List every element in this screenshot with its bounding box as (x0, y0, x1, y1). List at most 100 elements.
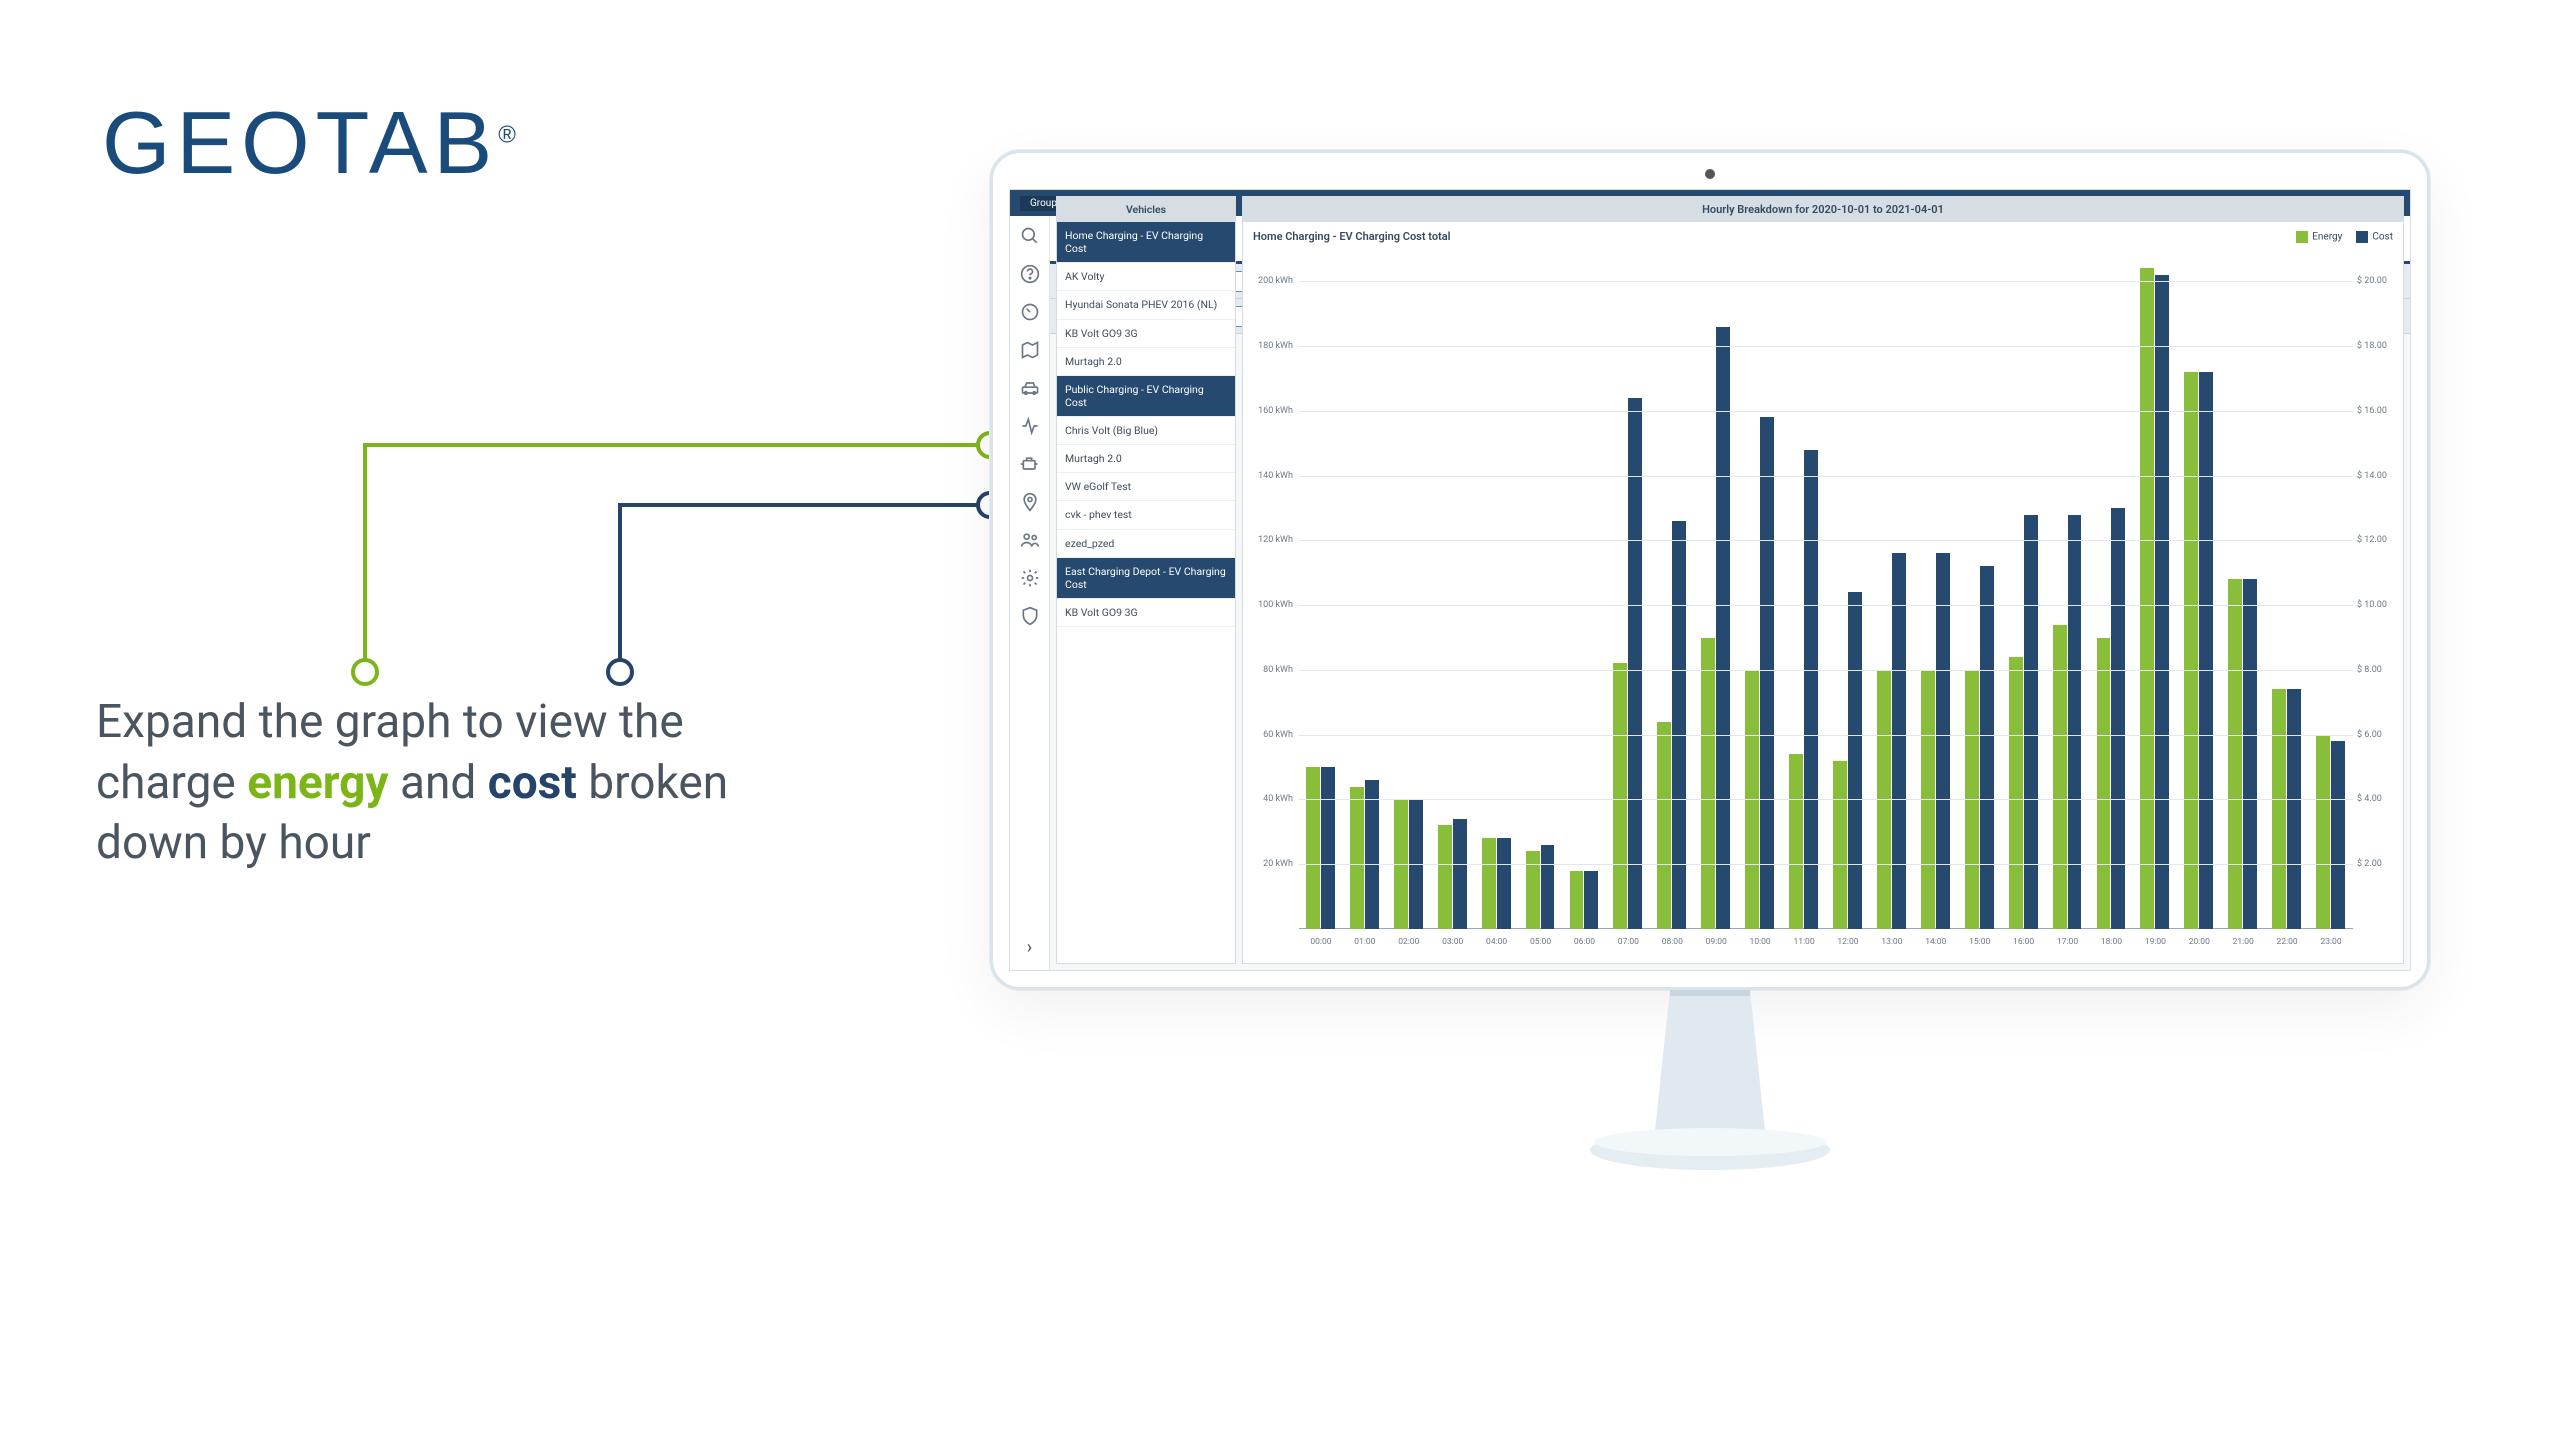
bar-cost (1453, 819, 1467, 929)
y-left-label: 100 kWh (1249, 600, 1293, 610)
gridline (1299, 476, 2353, 477)
caption-text: Expand the graph to view the charge ener… (96, 692, 728, 874)
chart-header: Hourly Breakdown for 2020-10-01 to 2021-… (1243, 197, 2403, 222)
gridline (1299, 605, 2353, 606)
vehicle-item[interactable]: Hyundai Sonata PHEV 2016 (NL) (1057, 291, 1235, 319)
legend-energy-swatch (2296, 231, 2308, 243)
bar-energy (1526, 851, 1540, 929)
bar-cost (1584, 871, 1598, 929)
bar-energy (2316, 735, 2330, 929)
y-left-label: 140 kWh (1249, 471, 1293, 481)
x-label: 13:00 (1881, 937, 1902, 947)
x-label: 01:00 (1354, 937, 1375, 947)
bar-cost (1321, 767, 1335, 929)
x-label: 16:00 (2013, 937, 2034, 947)
x-label: 14:00 (1925, 937, 1946, 947)
caption-line3: down by hour (96, 813, 728, 874)
x-label: 10:00 (1750, 937, 1771, 947)
vehicle-group-header[interactable]: East Charging Depot - EV Charging Cost (1057, 558, 1235, 599)
vehicles-list: Home Charging - EV Charging CostAK Volty… (1057, 222, 1235, 627)
bar-cost (1672, 521, 1686, 929)
dashboard-icon[interactable] (1020, 302, 1040, 322)
expand-rail-icon[interactable]: › (1027, 937, 1032, 958)
vehicle-item[interactable]: AK Volty (1057, 263, 1235, 291)
vehicle-group-header[interactable]: Home Charging - EV Charging Cost (1057, 222, 1235, 263)
x-label: 19:00 (2145, 937, 2166, 947)
bar-cost (2243, 579, 2257, 929)
y-right-label: $ 18.00 (2357, 341, 2401, 351)
bar-cost (1848, 592, 1862, 929)
bar-energy (2140, 268, 2154, 929)
legend-cost-swatch (2356, 231, 2368, 243)
nav-rail: › (1010, 216, 1050, 970)
camera-icon (1705, 169, 1715, 179)
y-left-label: 40 kWh (1249, 794, 1293, 804)
brand-text: GEOTAB (102, 93, 498, 192)
people-icon[interactable] (1020, 530, 1040, 550)
gridline (1299, 799, 2353, 800)
y-right-label: $ 20.00 (2357, 276, 2401, 286)
gridline (1299, 540, 2353, 541)
shield-icon[interactable] (1020, 606, 1040, 626)
y-right-label: $ 10.00 (2357, 600, 2401, 610)
bar-cost (2068, 515, 2082, 929)
x-label: 20:00 (2189, 937, 2210, 947)
vehicle-item[interactable]: ezed_pzed (1057, 530, 1235, 558)
bar-energy (2272, 689, 2286, 929)
y-right-label: $ 12.00 (2357, 535, 2401, 545)
bar-cost (1980, 566, 1994, 929)
search-icon[interactable] (1020, 226, 1040, 246)
gear-icon[interactable] (1020, 568, 1040, 588)
bar-cost (2331, 741, 2345, 929)
vehicle-group-header[interactable]: Public Charging - EV Charging Cost (1057, 376, 1235, 417)
vehicle-item[interactable]: Chris Volt (Big Blue) (1057, 417, 1235, 445)
chart-plot: 20 kWh$ 2.0040 kWh$ 4.0060 kWh$ 6.0080 k… (1299, 249, 2353, 929)
zone-icon[interactable] (1020, 492, 1040, 512)
content-area: Vehicles Home Charging - EV Charging Cos… (1050, 190, 2410, 970)
caption-energy: energy (247, 756, 388, 810)
bar-cost (1804, 450, 1818, 929)
activity-icon[interactable] (1020, 416, 1040, 436)
chart-bars (1299, 249, 2353, 929)
gridline (1299, 864, 2353, 865)
bar-cost (2024, 515, 2038, 929)
bar-energy (1657, 722, 1671, 929)
bar-energy (1482, 838, 1496, 929)
caption-line1: Expand the graph to view the (96, 692, 728, 753)
x-label: 04:00 (1486, 937, 1507, 947)
bar-cost (1716, 327, 1730, 929)
engine-icon[interactable] (1020, 454, 1040, 474)
y-right-label: $ 14.00 (2357, 471, 2401, 481)
bar-cost (1892, 553, 1906, 929)
bar-cost (1936, 553, 1950, 929)
bar-cost (1497, 838, 1511, 929)
bar-cost (1628, 398, 1642, 929)
legend-energy: Energy (2296, 231, 2342, 243)
x-label: 12:00 (1837, 937, 1858, 947)
vehicle-icon[interactable] (1020, 378, 1040, 398)
bar-energy (1306, 767, 1320, 929)
brand-logo: GEOTAB® (102, 92, 522, 194)
chart-subtitle: Home Charging - EV Charging Cost total (1253, 230, 1451, 243)
y-left-label: 80 kWh (1249, 665, 1293, 675)
gridline (1299, 411, 2353, 412)
vehicle-item[interactable]: KB Volt GO9 3G (1057, 599, 1235, 627)
vehicle-item[interactable]: Murtagh 2.0 (1057, 445, 1235, 473)
y-right-label: $ 6.00 (2357, 730, 2401, 740)
y-right-label: $ 2.00 (2357, 859, 2401, 869)
vehicle-item[interactable]: cvk - phev test (1057, 501, 1235, 529)
x-label: 09:00 (1706, 937, 1727, 947)
map-icon[interactable] (1020, 340, 1040, 360)
vehicle-item[interactable]: Murtagh 2.0 (1057, 348, 1235, 376)
legend-cost: Cost (2356, 231, 2393, 243)
y-left-label: 200 kWh (1249, 276, 1293, 286)
bar-cost (2287, 689, 2301, 929)
bar-cost (1760, 417, 1774, 929)
vehicle-item[interactable]: VW eGolf Test (1057, 473, 1235, 501)
caption-line2: charge energy and cost broken (96, 753, 728, 814)
help-icon[interactable] (1020, 264, 1040, 284)
y-right-label: $ 8.00 (2357, 665, 2401, 675)
bar-energy (1438, 825, 1452, 929)
vehicle-item[interactable]: KB Volt GO9 3G (1057, 320, 1235, 348)
trademark: ® (498, 122, 522, 149)
